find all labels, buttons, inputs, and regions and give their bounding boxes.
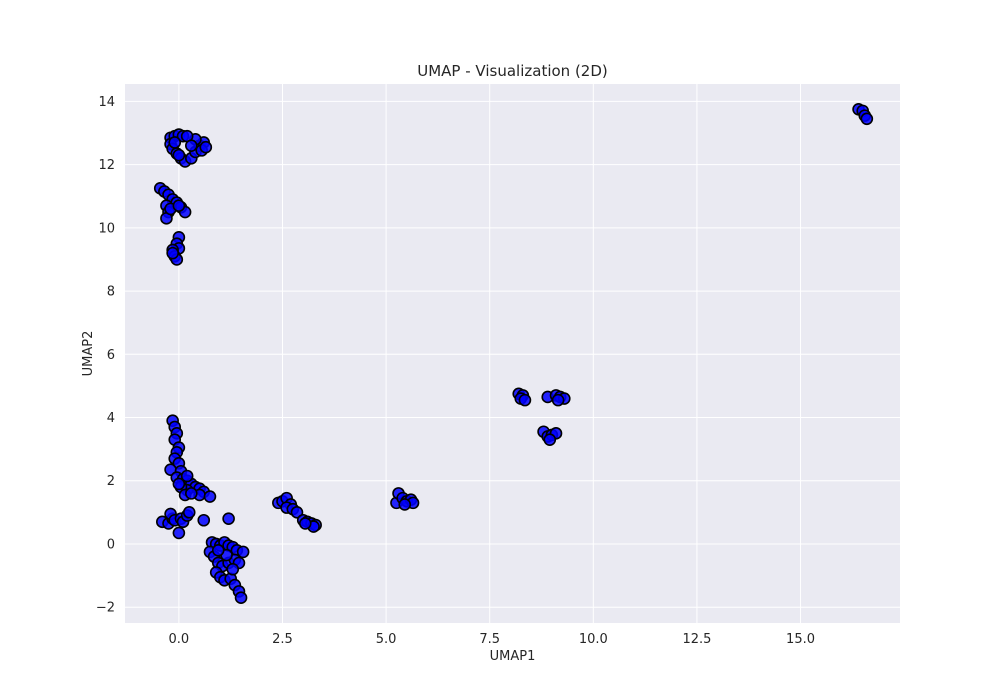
y-tick-label: 0: [107, 537, 115, 552]
scatter-point: [300, 518, 311, 529]
scatter-point: [204, 491, 215, 502]
y-tick-label: 14: [98, 95, 115, 110]
scatter-point: [519, 395, 530, 406]
scatter-point: [198, 515, 209, 526]
x-tick-label: 10.0: [579, 632, 608, 647]
x-tick-label: 12.5: [682, 632, 711, 647]
scatter-point: [167, 248, 178, 259]
scatter-point: [553, 395, 564, 406]
scatter-point: [173, 527, 184, 538]
x-tick-label: 5.0: [376, 632, 397, 647]
y-tick-label: 10: [98, 221, 115, 236]
scatter-point: [236, 592, 247, 603]
y-tick-label: 6: [107, 348, 115, 363]
scatter-point: [200, 142, 211, 153]
y-tick-label: 4: [107, 411, 115, 426]
scatter-point: [213, 545, 224, 556]
y-tick-label: 2: [107, 474, 115, 489]
y-tick-label: 8: [107, 285, 115, 300]
scatter-point: [184, 507, 195, 518]
scatter-point: [544, 434, 555, 445]
scatter-point: [169, 137, 180, 148]
x-axis-label: UMAP1: [490, 649, 536, 664]
scatter-point: [182, 471, 193, 482]
x-tick-label: 0.0: [169, 632, 190, 647]
y-tick-label: −2: [96, 601, 115, 616]
scatter-point: [861, 113, 872, 124]
scatter-point: [186, 140, 197, 151]
scatter-point: [223, 513, 234, 524]
scatter-point: [399, 499, 410, 510]
x-tick-label: 15.0: [786, 632, 815, 647]
scatter-point: [227, 564, 238, 575]
y-axis-label: UMAP2: [81, 331, 96, 377]
scatter-point: [186, 488, 197, 499]
chart-title: UMAP - Visualization (2D): [417, 62, 608, 80]
scatter-point: [173, 150, 184, 161]
scatter-point: [173, 200, 184, 211]
x-tick-label: 2.5: [272, 632, 293, 647]
x-tick-label: 7.5: [479, 632, 500, 647]
y-tick-label: 12: [98, 158, 115, 173]
